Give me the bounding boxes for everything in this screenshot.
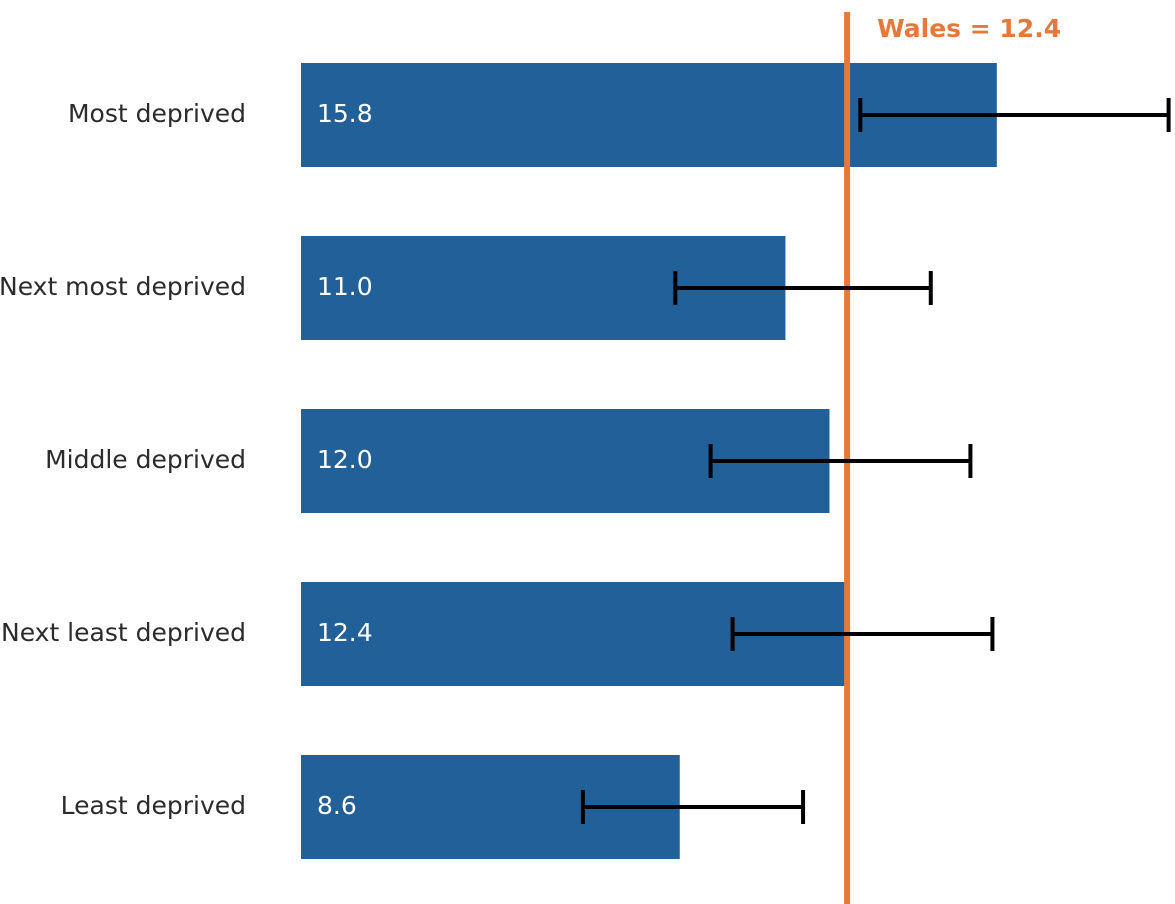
error-bar <box>708 444 973 478</box>
error-bar <box>730 617 995 651</box>
error-bars-layer <box>580 98 1171 824</box>
category-label: Middle deprived <box>45 445 246 474</box>
category-label: Least deprived <box>61 791 246 820</box>
value-label: 8.6 <box>317 791 357 820</box>
error-bar <box>580 790 806 824</box>
value-label: 12.0 <box>317 445 373 474</box>
category-labels: Most deprived Next most deprived Middle de… <box>0 99 246 820</box>
value-label: 15.8 <box>317 99 373 128</box>
category-label: Next least deprived <box>1 618 246 647</box>
error-bar <box>673 271 933 305</box>
category-label: Next most deprived <box>0 272 246 301</box>
error-bar <box>858 98 1171 132</box>
category-label: Most deprived <box>68 99 246 128</box>
value-label: 12.4 <box>317 618 373 647</box>
value-label: 11.0 <box>317 272 373 301</box>
value-labels: 15.8 11.0 12.0 12.4 8.6 <box>317 99 373 820</box>
reference-label: Wales = 12.4 <box>877 14 1061 43</box>
